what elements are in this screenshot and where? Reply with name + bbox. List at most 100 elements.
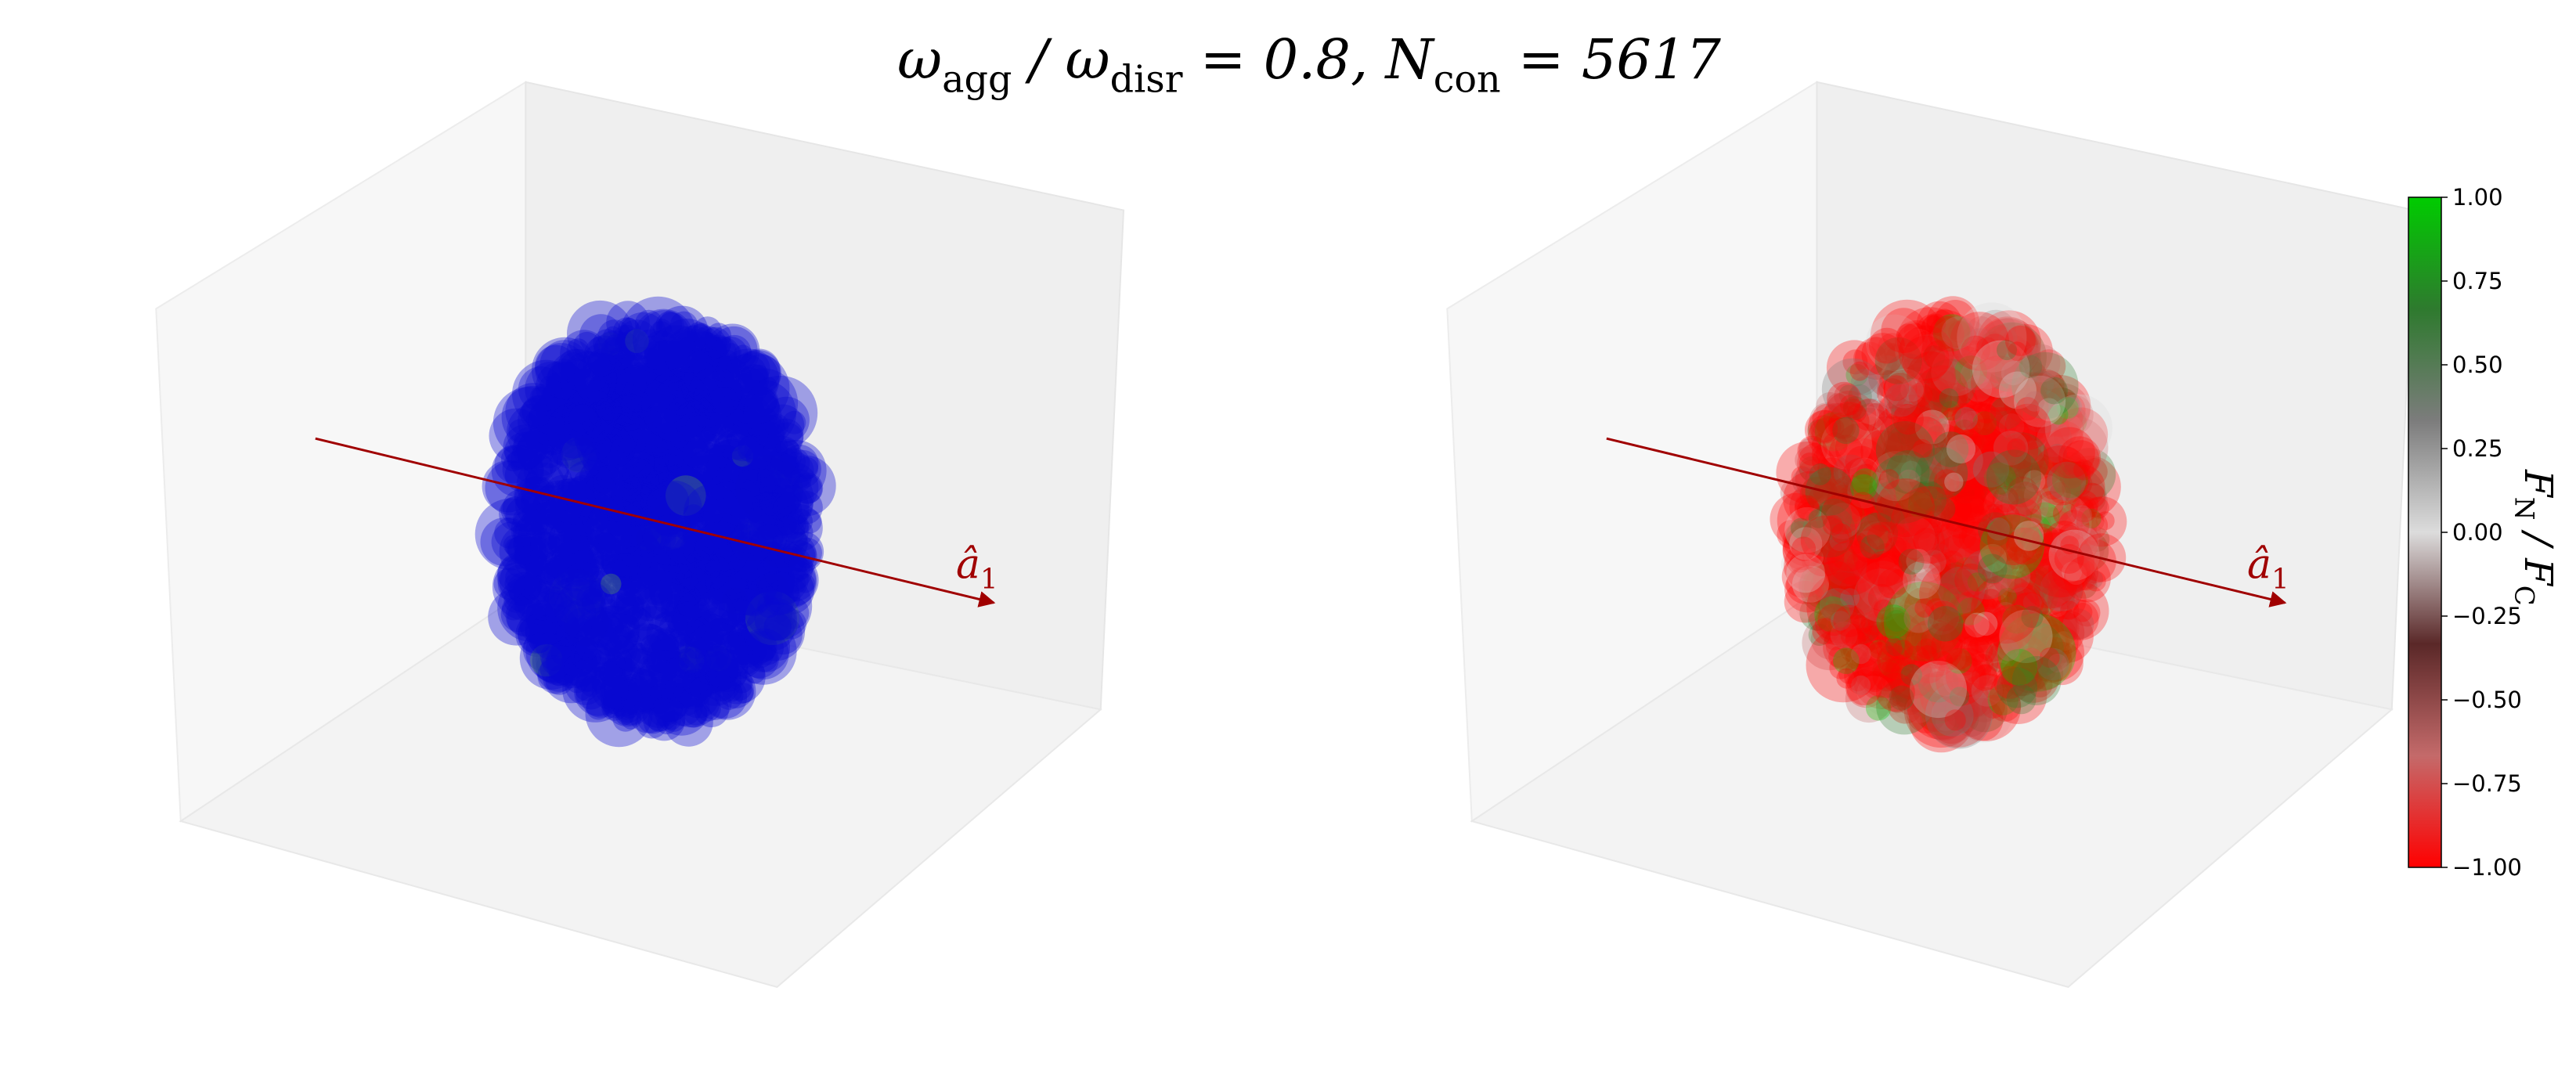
particle xyxy=(593,381,648,437)
particle xyxy=(587,359,616,388)
particle xyxy=(750,450,801,501)
particle xyxy=(637,561,666,590)
particle xyxy=(533,612,560,638)
particle xyxy=(753,610,795,651)
particle xyxy=(565,568,597,600)
particle xyxy=(1913,438,1932,459)
particle xyxy=(672,499,705,533)
particle xyxy=(649,481,690,521)
particle xyxy=(586,374,622,410)
particle xyxy=(670,529,734,593)
particle xyxy=(679,636,699,656)
particle xyxy=(703,579,741,618)
particle xyxy=(1896,323,1933,359)
particle xyxy=(718,572,793,647)
particle xyxy=(671,487,692,508)
particle xyxy=(758,568,789,599)
particle xyxy=(726,471,752,497)
particle xyxy=(777,438,800,463)
particle xyxy=(586,584,607,605)
particle xyxy=(764,611,790,637)
particle xyxy=(637,703,669,734)
colorbar-tick-label: −1.00 xyxy=(2452,854,2522,881)
particle xyxy=(675,545,720,591)
particle xyxy=(600,583,645,629)
particle xyxy=(650,661,677,688)
particle xyxy=(710,649,766,705)
particle xyxy=(511,507,556,552)
particle xyxy=(598,449,621,472)
particle xyxy=(763,501,791,528)
particle xyxy=(668,369,698,398)
particle xyxy=(547,349,612,413)
particle xyxy=(601,548,632,579)
particle xyxy=(1954,407,1979,431)
particle xyxy=(761,438,788,466)
particle xyxy=(770,600,791,620)
particle xyxy=(608,347,632,370)
particle xyxy=(549,569,605,625)
particle xyxy=(767,575,799,607)
particle xyxy=(529,403,552,426)
particle xyxy=(658,464,685,492)
particle xyxy=(756,541,787,572)
particle xyxy=(601,676,632,708)
particle xyxy=(554,613,580,640)
particle xyxy=(569,525,593,550)
particle xyxy=(776,608,796,628)
particle xyxy=(641,693,680,732)
particle xyxy=(637,468,665,495)
particle xyxy=(726,411,771,457)
particle xyxy=(698,326,731,359)
particle xyxy=(554,430,579,455)
particle xyxy=(733,373,755,395)
particle xyxy=(522,549,545,571)
particle xyxy=(659,489,680,509)
particle xyxy=(648,570,671,592)
particle xyxy=(657,553,712,607)
particle xyxy=(754,488,778,511)
particle xyxy=(519,603,562,646)
particle xyxy=(561,374,600,413)
particle xyxy=(550,534,575,559)
particle xyxy=(623,429,661,467)
particle xyxy=(656,422,680,445)
particle xyxy=(708,586,727,605)
particle xyxy=(615,406,636,427)
particle xyxy=(567,300,633,367)
particle xyxy=(640,463,709,532)
particle xyxy=(672,401,695,424)
particle xyxy=(640,421,672,453)
particle xyxy=(536,394,571,428)
particle xyxy=(593,329,622,358)
particle xyxy=(574,549,596,571)
particle xyxy=(774,546,805,577)
particle xyxy=(601,543,635,579)
particle xyxy=(618,317,639,339)
particle xyxy=(675,399,720,445)
particle xyxy=(714,630,751,667)
particle xyxy=(669,467,689,488)
particle xyxy=(521,395,555,428)
particle xyxy=(763,530,817,584)
particle xyxy=(504,538,525,557)
particle xyxy=(539,375,560,395)
particle xyxy=(501,385,565,449)
particle xyxy=(688,392,717,421)
particle xyxy=(651,394,676,419)
particle xyxy=(692,618,713,637)
particle xyxy=(732,645,753,665)
particle xyxy=(604,645,633,672)
particle xyxy=(764,578,786,599)
particle xyxy=(562,388,584,410)
particle xyxy=(671,611,691,631)
particle xyxy=(615,694,645,726)
particle xyxy=(773,559,817,602)
particle xyxy=(585,537,640,592)
particle xyxy=(529,612,572,657)
particle xyxy=(637,624,666,654)
particle xyxy=(622,624,675,676)
particle xyxy=(605,382,627,403)
particle xyxy=(693,380,730,416)
